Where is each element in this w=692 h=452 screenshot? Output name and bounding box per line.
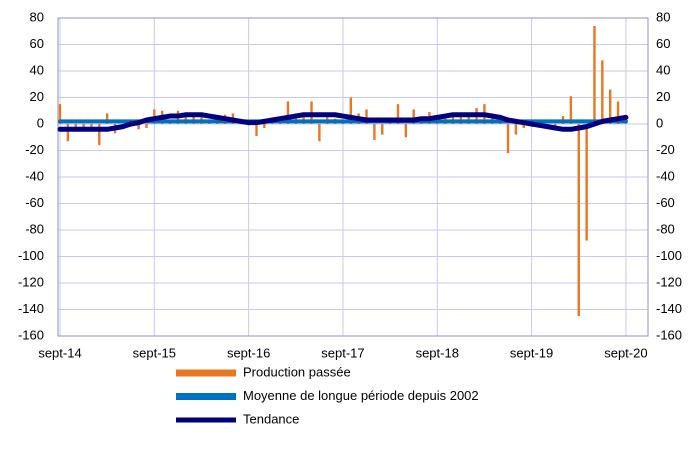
y2-tick-label: -120	[656, 274, 682, 289]
y-tick-label: -40	[25, 168, 44, 183]
y2-tick-label: 40	[656, 62, 670, 77]
x-tick-label: sept-18	[416, 345, 459, 360]
y-tick-label: 80	[30, 9, 44, 24]
bar	[412, 109, 415, 124]
bar	[105, 113, 109, 124]
bar	[82, 124, 85, 128]
y-tick-label: 40	[30, 62, 44, 77]
y2-tick-label: -160	[656, 327, 682, 342]
bar	[184, 113, 187, 124]
bar	[373, 124, 376, 140]
x-tick-label: sept-19	[510, 345, 553, 360]
y2-tick-label: -140	[656, 301, 682, 316]
y-tick-label: -100	[18, 248, 44, 263]
y-tick-label: -20	[25, 142, 44, 157]
bar	[506, 124, 510, 154]
bar	[255, 124, 258, 136]
bar	[491, 113, 494, 124]
bar	[467, 113, 470, 124]
bar	[294, 113, 297, 124]
legend-label: Moyenne de longue période depuis 2002	[243, 388, 479, 403]
bar	[318, 124, 321, 142]
y2-tick-label: 60	[656, 36, 670, 51]
legend-label: Production passée	[243, 364, 351, 379]
y-tick-label: 60	[30, 36, 44, 51]
x-tick-label: sept-16	[227, 345, 270, 360]
bar	[585, 124, 588, 241]
bar	[616, 101, 620, 124]
legend-label: Tendance	[243, 411, 299, 426]
y2-tick-label: -100	[656, 248, 682, 263]
y2-tick-label: 20	[656, 89, 670, 104]
y-tick-label: 0	[37, 115, 44, 130]
bar	[601, 60, 604, 124]
y-tick-label: 20	[30, 89, 44, 104]
bar	[569, 96, 573, 124]
bar	[365, 109, 368, 124]
bar	[58, 104, 62, 124]
y2-tick-label: -40	[656, 168, 675, 183]
y-tick-label: -160	[18, 327, 44, 342]
bar	[396, 104, 400, 124]
bar	[404, 124, 408, 138]
bar	[514, 124, 518, 135]
x-tick-label: sept-15	[133, 345, 176, 360]
bar	[593, 25, 596, 125]
y-tick-label: -120	[18, 274, 44, 289]
x-tick-label: sept-17	[321, 345, 364, 360]
y2-tick-label: 0	[656, 115, 663, 130]
bar	[381, 124, 384, 135]
bar	[522, 124, 525, 128]
y2-tick-label: -80	[656, 221, 675, 236]
x-tick-label: sept-14	[38, 345, 81, 360]
y-tick-label: -80	[25, 221, 44, 236]
bar	[66, 124, 70, 142]
bar	[577, 124, 580, 317]
y2-tick-label: 80	[656, 9, 670, 24]
bar	[145, 124, 148, 128]
y2-tick-label: -60	[656, 195, 675, 210]
x-tick-label: sept-20	[604, 345, 647, 360]
y2-tick-label: -20	[656, 142, 675, 157]
bar	[286, 101, 290, 124]
bar	[137, 124, 140, 130]
bar	[609, 89, 612, 124]
line	[57, 112, 629, 132]
plot-frame	[57, 17, 649, 337]
bar	[349, 97, 353, 124]
bar	[90, 124, 93, 128]
bar	[263, 124, 266, 128]
y-tick-label: -60	[25, 195, 44, 210]
y-tick-label: -140	[18, 301, 44, 316]
bar	[98, 124, 101, 146]
